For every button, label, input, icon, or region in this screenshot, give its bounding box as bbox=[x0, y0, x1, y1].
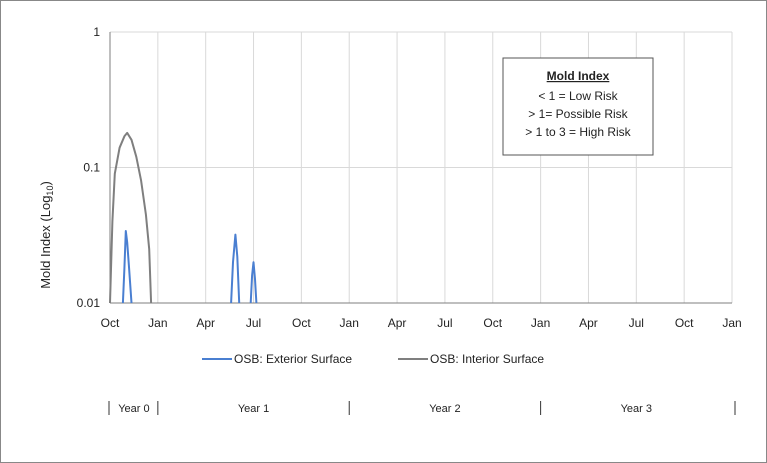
x-tick-label: Jul bbox=[437, 316, 452, 330]
x-tick-label: Jul bbox=[246, 316, 261, 330]
series-line-osb-exterior-surface bbox=[121, 230, 133, 304]
x-tick-label: Oct bbox=[101, 316, 120, 330]
x-tick-label: Jan bbox=[531, 316, 550, 330]
period-label: Year 3 bbox=[621, 403, 652, 415]
period-label: Year 2 bbox=[429, 403, 460, 415]
year-periods: Year 0 Year 1 Year 2 Year 3 bbox=[108, 401, 736, 415]
series-line-osb-interior-surface bbox=[109, 131, 153, 304]
x-tick-label: Jan bbox=[340, 316, 359, 330]
period-label: Year 1 bbox=[238, 403, 269, 415]
series-line-osb-exterior-surface bbox=[230, 233, 241, 304]
legend-label-interior: OSB: Interior Surface bbox=[430, 352, 544, 366]
period-label: Year 0 bbox=[118, 403, 149, 415]
y-tick-label: 0.01 bbox=[77, 296, 101, 310]
y-tick-label: 1 bbox=[93, 25, 100, 39]
note-title: Mold Index bbox=[547, 69, 610, 83]
y-tick-label: 0.1 bbox=[83, 161, 100, 175]
legend: OSB: Exterior Surface OSB: Interior Surf… bbox=[202, 352, 544, 366]
x-tick-label: Oct bbox=[483, 316, 502, 330]
axes bbox=[109, 32, 732, 304]
x-tick-label: Jul bbox=[629, 316, 644, 330]
mold-index-note: Mold Index < 1 = Low Risk > 1= Possible … bbox=[502, 57, 654, 156]
note-line-2: > 1= Possible Risk bbox=[528, 107, 628, 121]
x-tick-label: Oct bbox=[675, 316, 694, 330]
legend-label-exterior: OSB: Exterior Surface bbox=[234, 352, 352, 366]
x-tick-label: Jan bbox=[722, 316, 741, 330]
x-tick-labels: Oct Jan Apr Jul Oct Jan Apr Jul Oct Jan Apr Jul Oct J… bbox=[101, 316, 742, 330]
y-axis-label: Mold Index (Log10) bbox=[38, 181, 55, 289]
x-tick-label: Apr bbox=[388, 316, 407, 330]
series-line-osb-exterior-surface bbox=[249, 261, 258, 304]
note-line-1: < 1 = Low Risk bbox=[538, 89, 618, 103]
y-tick-labels: 1 0.1 0.01 bbox=[77, 25, 101, 310]
x-tick-label: Apr bbox=[196, 316, 215, 330]
series-lines bbox=[109, 131, 258, 304]
x-tick-label: Apr bbox=[579, 316, 598, 330]
x-tick-label: Jan bbox=[148, 316, 167, 330]
note-line-3: > 1 to 3 = High Risk bbox=[525, 125, 631, 139]
x-tick-label: Oct bbox=[292, 316, 311, 330]
note-box bbox=[502, 57, 654, 156]
